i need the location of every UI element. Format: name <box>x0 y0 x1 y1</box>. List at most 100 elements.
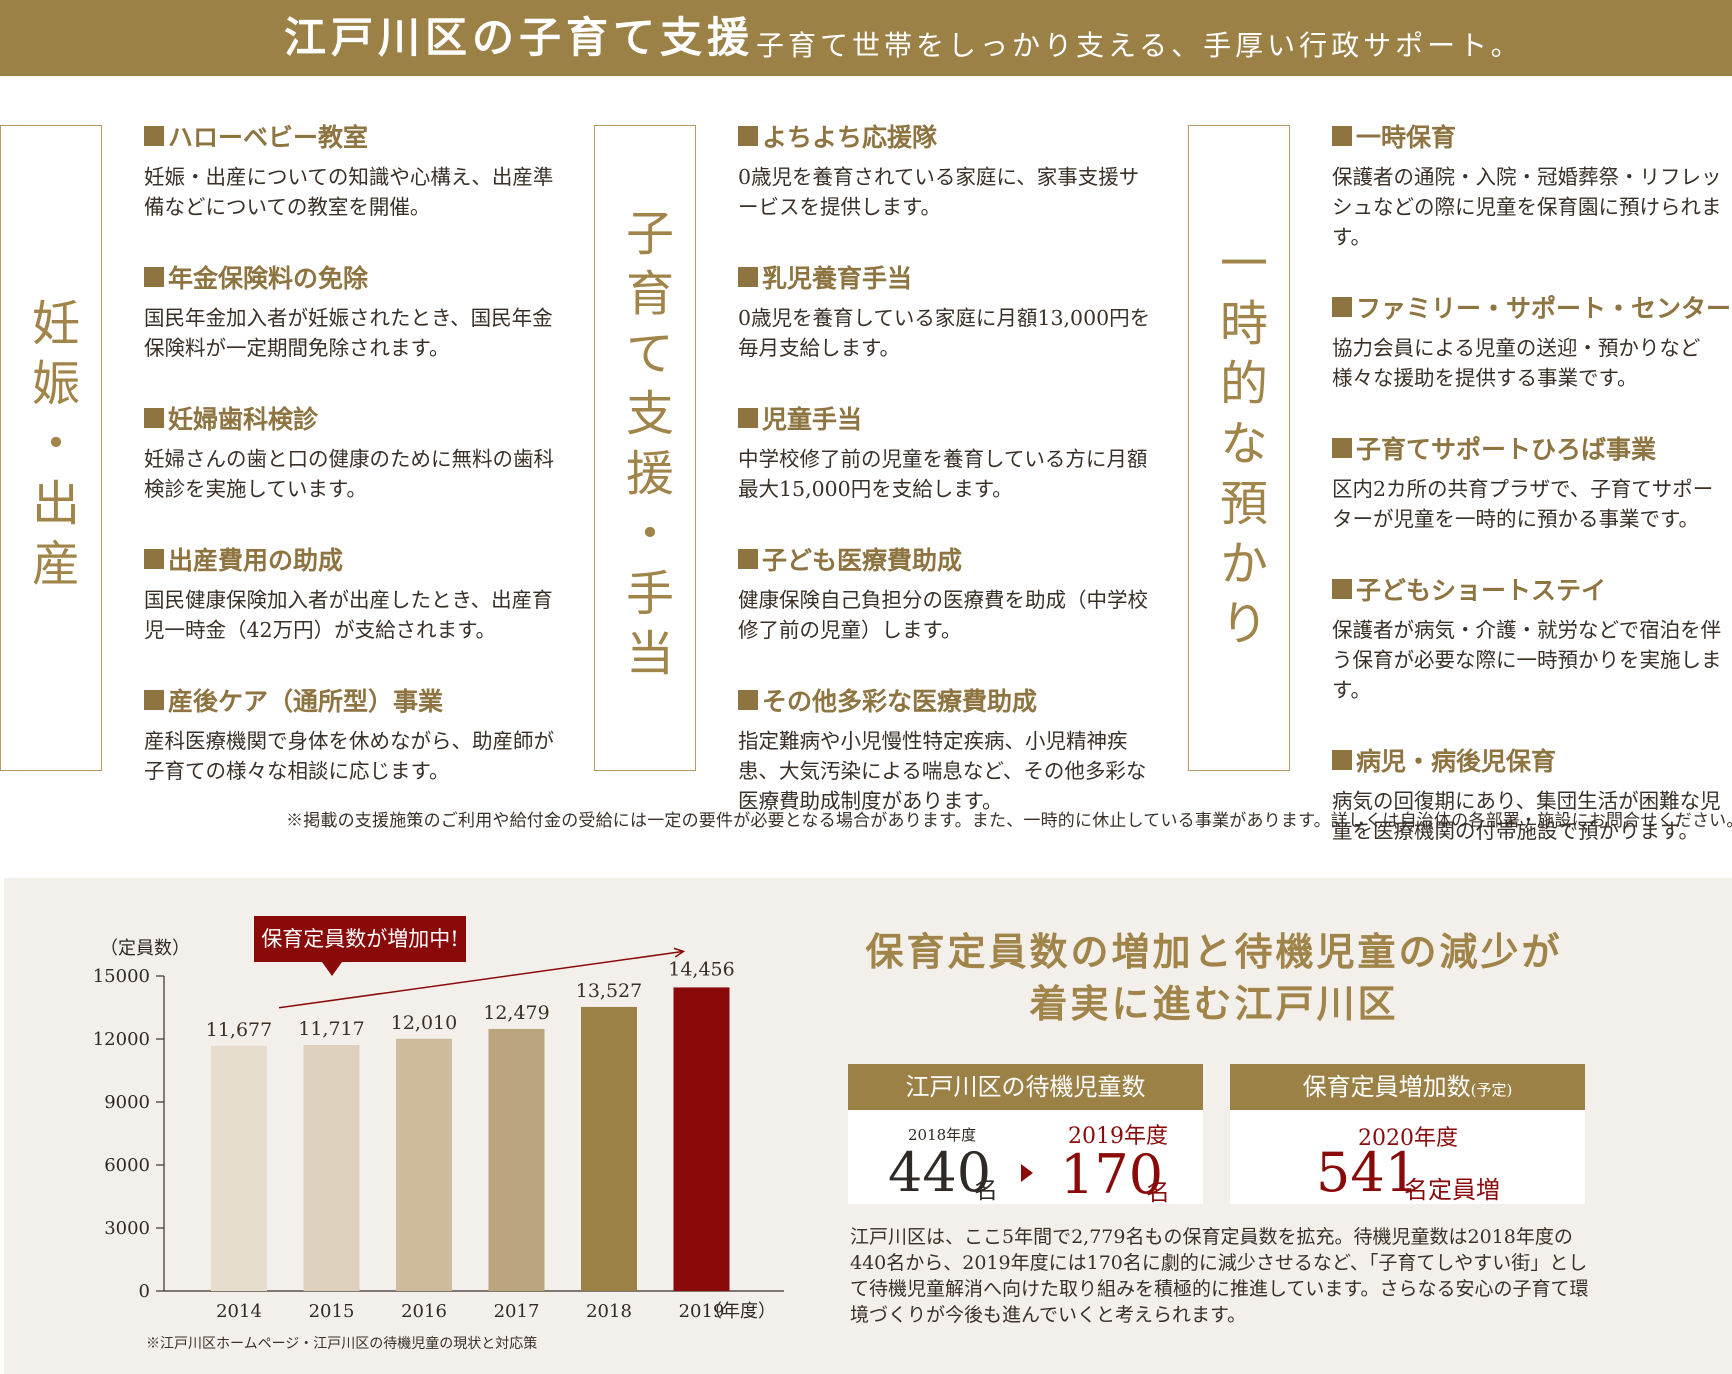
callout-pointer <box>322 962 342 976</box>
support-item-desc: 妊娠・出産についての知識や心構え、出産準備などについての教室を開催。 <box>144 165 554 219</box>
support-item: よちよち応援隊 0歳児を養育されている家庭に、家事支援サービスを提供します。 <box>738 118 1158 222</box>
capacity-unit: 名定員増 <box>1404 1176 1500 1204</box>
bar-2016 <box>396 1038 452 1291</box>
bar-value-label: 11,677 <box>206 1019 272 1041</box>
square-bullet-icon <box>1332 126 1352 146</box>
support-item-desc: 指定難病や小児慢性特定疾病、小児精神疾患、大気汚染による喘息など、その他多彩な医… <box>738 729 1147 813</box>
capacity-bar-chart: （定員数） （年度） 0 3000 6000 9000 12000 15000 11,67… <box>93 938 784 1322</box>
y-tick-label: 15000 <box>93 966 150 987</box>
waiting-to-year: 2019年度 <box>1068 1124 1168 1149</box>
waiting-from-year: 2018年度 <box>908 1126 977 1144</box>
bar-value-label: 12,010 <box>391 1012 457 1034</box>
waiting-to-value: 170 <box>1060 1143 1164 1206</box>
footnote: ※掲載の支援施策のご利用や給付金の受給には一定の要件が必要となる場合があります。… <box>286 811 1732 831</box>
support-item: 子ども医療費助成 健康保険自己負担分の医療費を助成（中学校修了前の児童）します。 <box>738 541 1158 645</box>
header-band: 江戸川区の子育て支援 子育て世帯をしっかり支える、手厚い行政サポート。 <box>0 0 1732 76</box>
support-item-desc: 病気の回復期にあり、集団生活が困難な児童を医療機関の付帯施設で預かります。 <box>1332 789 1721 843</box>
y-axis-label: （定員数） <box>100 938 190 959</box>
bar-2014 <box>211 1045 267 1291</box>
support-item-title: 子育てサポートひろば事業 <box>1332 430 1732 466</box>
square-bullet-icon <box>738 126 758 146</box>
capacity-increase-header: 保育定員増加数(予定) <box>1230 1064 1585 1110</box>
support-item-title: 一時保育 <box>1332 118 1732 154</box>
support-item-desc: 健康保険自己負担分の医療費を助成（中学校修了前の児童）します。 <box>738 588 1148 642</box>
category-title-childcare-allowance: 子育て支援・手当 <box>617 208 673 688</box>
bar-2017 <box>488 1028 545 1291</box>
support-item-title: 妊婦歯科検診 <box>144 400 564 436</box>
square-bullet-icon <box>144 126 164 146</box>
square-bullet-icon <box>144 267 164 287</box>
bar-value-label: 14,456 <box>668 958 734 980</box>
support-item-title: ハローベビー教室 <box>144 118 564 154</box>
support-item: 子どもショートステイ 保護者が病気・介護・就労などで宿泊を伴う保育が必要な際に一… <box>1332 571 1732 705</box>
capacity-year: 2020年度 <box>1358 1126 1458 1151</box>
support-item: 乳児養育手当 0歳児を養育している家庭に月額13,000円を毎月支給します。 <box>738 259 1158 363</box>
bar-2015 <box>303 1044 360 1291</box>
x-tick-label: 2017 <box>494 1301 540 1322</box>
bar-value-label: 11,717 <box>298 1018 364 1040</box>
support-item-title: 病児・病後児保育 <box>1332 742 1732 778</box>
support-item: 年金保険料の免除 国民年金加入者が妊娠されたとき、国民年金保険料が一定期間免除さ… <box>144 259 564 363</box>
stats-heading-line2: 着実に進む江戸川区 <box>1029 981 1399 1026</box>
square-bullet-icon <box>1332 438 1352 458</box>
category-frame-pregnancy: 妊娠・出産 <box>0 125 102 771</box>
stats-panel: （定員数） （年度） 0 3000 6000 9000 12000 15000 11,67… <box>4 878 1732 1374</box>
support-item-desc: 協力会員による児童の送迎・預かりなど様々な援助を提供する事業です。 <box>1332 336 1701 390</box>
bar-value-label: 12,479 <box>483 1002 549 1024</box>
waiting-to-unit: 名 <box>1146 1178 1170 1206</box>
category-items-childcare-allowance: よちよち応援隊 0歳児を養育されている家庭に、家事支援サービスを提供します。 乳… <box>738 118 1158 853</box>
x-tick-label: 2014 <box>216 1301 262 1322</box>
waiting-from-value: 440 <box>888 1141 992 1204</box>
support-item-desc: 0歳児を養育されている家庭に、家事支援サービスを提供します。 <box>738 165 1140 219</box>
y-tick-label: 12000 <box>93 1029 150 1050</box>
y-tick-label: 0 <box>139 1281 150 1302</box>
x-axis-label: （年度） <box>704 1301 776 1322</box>
trend-arrow-line <box>278 950 684 1009</box>
support-item-title: 児童手当 <box>738 400 1158 436</box>
page-title: 江戸川区の子育て支援 <box>284 13 755 62</box>
support-item-title: 子どもショートステイ <box>1332 571 1732 607</box>
y-tick-label: 9000 <box>104 1092 150 1113</box>
support-item-title: よちよち応援隊 <box>738 118 1158 154</box>
waiting-children-box: 江戸川区の待機児童数 2018年度 440 名 2019年度 170 名 <box>848 1064 1203 1206</box>
support-item: ハローベビー教室 妊娠・出産についての知識や心構え、出産準備などについての教室を… <box>144 118 564 222</box>
page-subtitle: 子育て世帯をしっかり支える、手厚い行政サポート。 <box>756 29 1523 62</box>
square-bullet-icon <box>144 549 164 569</box>
x-tick-label: 2015 <box>309 1301 355 1322</box>
triangle-arrow-icon <box>1021 1164 1033 1182</box>
square-bullet-icon <box>738 408 758 428</box>
stats-heading: 保育定員数の増加と待機児童の減少が 着実に進む江戸川区 <box>844 926 1584 1030</box>
bar-value-label: 13,527 <box>576 980 642 1002</box>
support-item-title: 子ども医療費助成 <box>738 541 1158 577</box>
support-item: 出産費用の助成 国民健康保険加入者が出産したとき、出産育児一時金（42万円）が支… <box>144 541 564 645</box>
support-item-desc: 保護者の通院・入院・冠婚葬祭・リフレッシュなどの際に児童を保育園に預けられます。 <box>1332 165 1722 249</box>
square-bullet-icon <box>1332 579 1352 599</box>
square-bullet-icon <box>1332 750 1352 770</box>
bar-2018 <box>581 1006 637 1291</box>
support-item: 病児・病後児保育 病気の回復期にあり、集団生活が困難な児童を医療機関の付帯施設で… <box>1332 742 1732 846</box>
square-bullet-icon <box>144 408 164 428</box>
x-tick-label: 2016 <box>401 1301 447 1322</box>
chart-callout: 保育定員数が増加中! <box>254 916 466 962</box>
capacity-increase-box: 保育定員増加数(予定) 2020年度 541 名定員増 <box>1230 1064 1585 1204</box>
support-item: ファミリー・サポート・センター 協力会員による児童の送迎・預かりなど様々な援助を… <box>1332 289 1732 393</box>
category-frame-temporary-care: 一時的な預かり <box>1188 125 1290 771</box>
y-tick-label: 3000 <box>104 1218 150 1239</box>
stats-heading-line1: 保育定員数の増加と待機児童の減少が <box>865 929 1563 974</box>
category-items-pregnancy: ハローベビー教室 妊娠・出産についての知識や心構え、出産準備などについての教室を… <box>144 118 564 823</box>
support-item: 児童手当 中学校修了前の児童を養育している方に月額最大15,000円を支給します… <box>738 400 1158 504</box>
square-bullet-icon <box>738 267 758 287</box>
x-tick-label: 2018 <box>586 1301 632 1322</box>
chart-source-note: ※江戸川区ホームページ・江戸川区の待機児童の現状と対応策 <box>146 1336 538 1352</box>
trend-arrowhead-icon <box>673 947 686 958</box>
support-item-title: 出産費用の助成 <box>144 541 564 577</box>
support-item-desc: 妊婦さんの歯と口の健康のために無料の歯科検診を実施しています。 <box>144 447 554 501</box>
y-tick-label: 6000 <box>104 1155 150 1176</box>
waiting-from-unit: 名 <box>974 1176 998 1204</box>
stats-description: 江戸川区は、ここ5年間で2,779名もの保育定員数を拡充。待機児童数は2018年… <box>850 1226 1589 1326</box>
support-item-desc: 国民年金加入者が妊娠されたとき、国民年金保険料が一定期間免除されます。 <box>144 306 553 360</box>
square-bullet-icon <box>738 549 758 569</box>
support-item: その他多彩な医療費助成 指定難病や小児慢性特定疾病、小児精神疾患、大気汚染による… <box>738 682 1158 816</box>
waiting-children-header: 江戸川区の待機児童数 <box>848 1064 1203 1110</box>
square-bullet-icon <box>144 690 164 710</box>
